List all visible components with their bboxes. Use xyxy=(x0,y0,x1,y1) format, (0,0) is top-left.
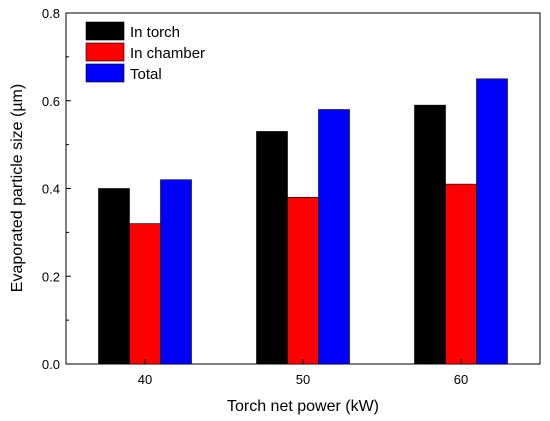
y-tick-label: 0.6 xyxy=(42,94,60,109)
x-tick-label: 60 xyxy=(454,372,468,387)
bar-in-chamber-50 xyxy=(287,196,319,365)
x-axis-label: Torch net power (kW) xyxy=(227,398,379,415)
bar-total-50 xyxy=(318,109,350,365)
x-axis: 40 50 60 xyxy=(138,359,468,387)
y-axis: 0.0 0.2 0.4 0.6 0.8 xyxy=(42,6,71,372)
bar-total-40 xyxy=(160,179,192,365)
legend-swatch-in-chamber xyxy=(85,42,125,62)
bar-total-60 xyxy=(476,78,508,365)
legend-swatch-in-torch xyxy=(85,21,125,41)
legend: In torch In chamber Total xyxy=(85,21,205,83)
bar-in-chamber-60 xyxy=(445,183,477,365)
y-tick-label: 0.0 xyxy=(42,357,60,372)
legend-swatch-total xyxy=(85,63,125,83)
bar-in-torch-50 xyxy=(256,131,288,365)
bar-in-chamber-40 xyxy=(129,223,161,365)
y-axis-label: Evaporated particle size (µm) xyxy=(9,84,26,292)
legend-label: In chamber xyxy=(130,45,205,62)
x-tick-label: 50 xyxy=(296,372,310,387)
legend-label: In torch xyxy=(130,24,180,41)
bar-in-torch-40 xyxy=(98,188,130,365)
x-tick-label: 40 xyxy=(138,372,152,387)
legend-label: Total xyxy=(130,66,162,83)
y-tick-label: 0.4 xyxy=(42,182,60,197)
y-tick-label: 0.8 xyxy=(42,6,60,21)
bar-in-torch-60 xyxy=(414,104,446,365)
y-tick-label: 0.2 xyxy=(42,269,60,284)
bars-group xyxy=(98,78,508,365)
